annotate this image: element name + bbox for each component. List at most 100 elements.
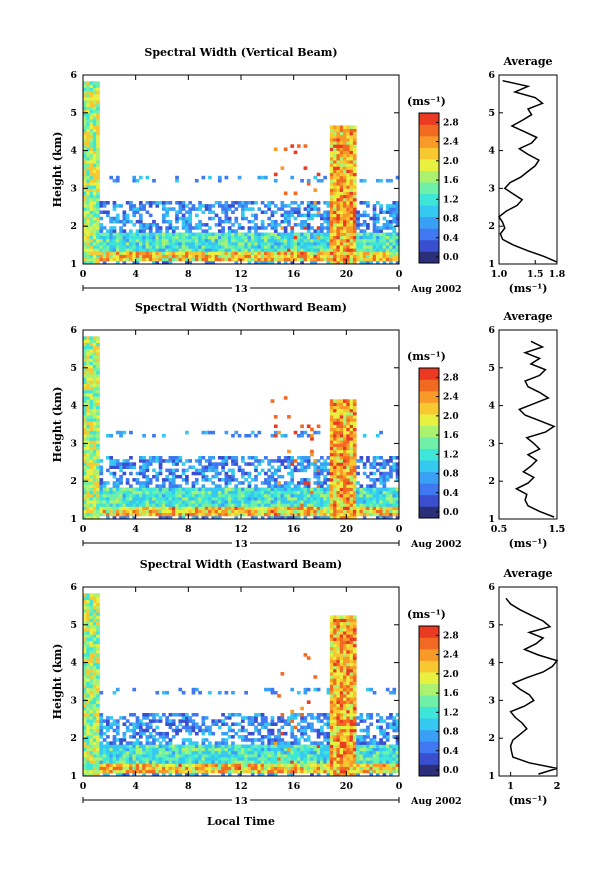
heatmap-cell <box>109 503 114 507</box>
heatmap-cell <box>247 254 252 259</box>
heatmap-cell <box>362 248 367 252</box>
heatmap-cell <box>165 468 169 473</box>
heatmap-cell <box>395 210 399 214</box>
heatmap-cell <box>89 345 94 350</box>
heatmap-cell <box>86 245 90 249</box>
heatmap-cell <box>352 405 357 410</box>
heatmap-cell <box>208 210 212 214</box>
heatmap-cell <box>83 182 87 186</box>
heatmap-cell <box>115 484 120 488</box>
heatmap-cell <box>336 226 341 230</box>
heatmap-cell <box>227 753 232 758</box>
heatmap-cell <box>145 496 150 501</box>
heatmap-cell <box>237 757 242 761</box>
heatmap-cell <box>208 254 212 259</box>
heatmap-cell <box>181 750 186 755</box>
heatmap-cell <box>227 772 232 776</box>
heatmap-cell <box>191 509 196 514</box>
heatmap-cell <box>86 342 90 347</box>
heatmap-cell <box>346 204 351 208</box>
heatmap-cell <box>112 248 117 252</box>
heatmap-cell <box>217 490 222 495</box>
heatmap-cell <box>96 753 100 758</box>
heatmap-cell <box>227 232 232 237</box>
heatmap-cell <box>86 753 90 758</box>
heatmap-cell <box>158 512 163 517</box>
heatmap-cell <box>109 257 114 262</box>
heatmap-cell <box>250 500 255 504</box>
heatmap-cell <box>329 216 334 221</box>
heatmap-cell <box>231 760 235 764</box>
heatmap-cell <box>247 760 252 764</box>
heatmap-cell <box>96 358 100 362</box>
heatmap-cell <box>89 440 94 444</box>
heatmap-cell <box>372 487 377 492</box>
heatmap-cell <box>115 248 120 252</box>
heatmap-cell <box>326 515 331 519</box>
heatmap-cell <box>92 352 97 356</box>
heatmap-cell <box>138 201 143 205</box>
heatmap-cell <box>148 204 153 208</box>
heatmap-cell <box>112 757 117 761</box>
heatmap-cell <box>336 446 341 451</box>
heatmap-cell <box>211 474 216 479</box>
heatmap-cell <box>290 471 295 476</box>
heatmap-cell <box>392 509 397 514</box>
heatmap-cell <box>303 509 308 514</box>
heatmap-cell <box>362 496 367 501</box>
heatmap-cell <box>333 160 337 164</box>
heatmap-cell <box>129 722 133 726</box>
colorbar-unit: (ms⁻¹) <box>407 350 446 363</box>
heatmap-cell <box>214 512 219 517</box>
heatmap-cell <box>86 605 90 610</box>
heatmap-cell <box>352 411 357 416</box>
heatmap-cell <box>267 512 272 517</box>
heatmap-cell <box>329 172 334 177</box>
heatmap-cell <box>188 229 193 233</box>
heatmap-cell <box>339 496 344 501</box>
heatmap-cell <box>280 509 285 514</box>
heatmap-cell <box>191 722 196 726</box>
heatmap-cell <box>86 465 90 469</box>
heatmap-cell <box>221 478 225 482</box>
heatmap-cell <box>119 738 123 742</box>
heatmap-cell <box>336 232 341 237</box>
heatmap-cell <box>155 496 160 501</box>
heatmap-cell <box>89 750 94 755</box>
heatmap-cell <box>320 235 324 240</box>
heatmap-cell <box>310 248 314 252</box>
heatmap-cell <box>83 377 87 381</box>
heatmap-cell <box>194 241 199 246</box>
heatmap-cell <box>313 204 318 208</box>
heatmap-cell <box>346 490 351 495</box>
heatmap-cell <box>86 358 90 362</box>
heatmap-cell <box>349 163 354 167</box>
heatmap-cell <box>343 459 347 463</box>
heatmap-cell <box>244 216 248 221</box>
heatmap-cell <box>352 421 357 425</box>
heatmap-cell <box>343 156 347 161</box>
heatmap-cell <box>188 753 193 758</box>
heatmap-cell <box>339 238 344 243</box>
heatmap-cell <box>346 257 351 262</box>
heatmap-cell <box>109 512 114 517</box>
heatmap-cell <box>162 245 166 249</box>
heatmap-cell <box>89 115 94 120</box>
heatmap-cell <box>89 219 94 224</box>
heatmap-cell <box>92 156 97 161</box>
heatmap-cell <box>392 238 397 243</box>
heatmap-cell <box>326 484 331 488</box>
heatmap-cell <box>92 204 97 208</box>
heatmap-cell <box>185 722 189 726</box>
heatmap-cell <box>92 81 97 85</box>
heatmap-cell <box>92 700 97 704</box>
heatmap-cell <box>395 468 399 473</box>
heatmap-cell <box>273 487 278 492</box>
x-tick-label: 0 <box>80 524 87 535</box>
heatmap-cell <box>385 248 390 252</box>
heatmap-cell <box>86 766 90 771</box>
heatmap-cell <box>204 760 209 764</box>
heatmap-cell <box>362 512 367 517</box>
heatmap-cell <box>379 512 383 517</box>
heatmap-cell <box>303 512 308 517</box>
